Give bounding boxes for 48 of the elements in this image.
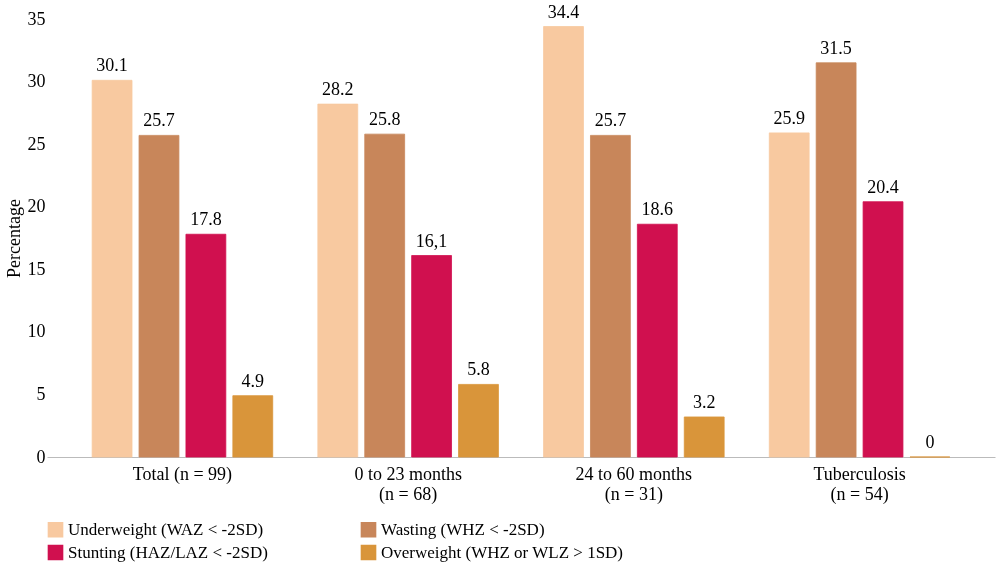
data-label: 18.6: [641, 199, 674, 220]
y-tick-label: 20: [27, 196, 46, 217]
bar: [590, 134, 631, 458]
legend-label: Wasting (WHZ < -2SD): [381, 519, 545, 539]
x-tick-label: Total (n = 99): [132, 463, 233, 485]
data-label: 30.1: [96, 55, 128, 76]
bar: [768, 132, 810, 458]
y-axis-title: Percentage: [3, 199, 24, 278]
x-tick-label: 0 to 23 months (n = 68): [354, 463, 462, 505]
bar: [364, 133, 406, 458]
y-tick-label: 25: [27, 133, 46, 154]
bar: [636, 223, 678, 458]
data-label: 5.8: [467, 359, 490, 380]
legend-label: Underweight (WAZ < -2SD): [68, 519, 264, 539]
data-label: 34.4: [547, 1, 580, 22]
bar: [862, 201, 904, 458]
bar: [138, 134, 180, 458]
bar: [411, 255, 452, 458]
y-tick-label: 30: [27, 71, 46, 92]
legend-label: Stunting (HAZ/LAZ < -2SD): [68, 542, 268, 562]
data-label: 17.8: [190, 209, 222, 230]
bar: [317, 103, 359, 458]
data-label: 25.7: [143, 110, 175, 131]
bar: [683, 416, 725, 458]
data-label: 3.2: [692, 391, 716, 412]
data-label: 4.9: [241, 370, 265, 391]
bar: [91, 79, 133, 458]
data-label: 0: [925, 432, 935, 452]
y-tick-label: 35: [27, 8, 46, 29]
data-label: 25.7: [594, 110, 627, 131]
y-tick-label: 15: [27, 258, 46, 279]
data-label: 31.5: [820, 37, 852, 58]
data-label: 16,1: [415, 230, 448, 251]
data-label: 28.2: [322, 79, 354, 100]
legend-label: Overweight (WHZ or WLZ > 1SD): [381, 542, 624, 562]
bar: [543, 26, 584, 458]
x-tick-label: 24 to 60 months (n = 31): [575, 463, 693, 505]
data-label: 25.8: [368, 109, 401, 130]
data-label: 25.9: [773, 107, 805, 128]
y-tick-label: 10: [27, 321, 46, 342]
x-tick-label: Tuberculosis (n = 54): [813, 463, 906, 505]
bar: [458, 384, 499, 458]
y-tick-label: 5: [36, 383, 46, 404]
y-tick-label: 0: [36, 446, 46, 467]
bar: [185, 233, 227, 458]
bar: [232, 395, 274, 458]
bar: [815, 62, 857, 458]
data-label: 20.4: [867, 176, 899, 197]
